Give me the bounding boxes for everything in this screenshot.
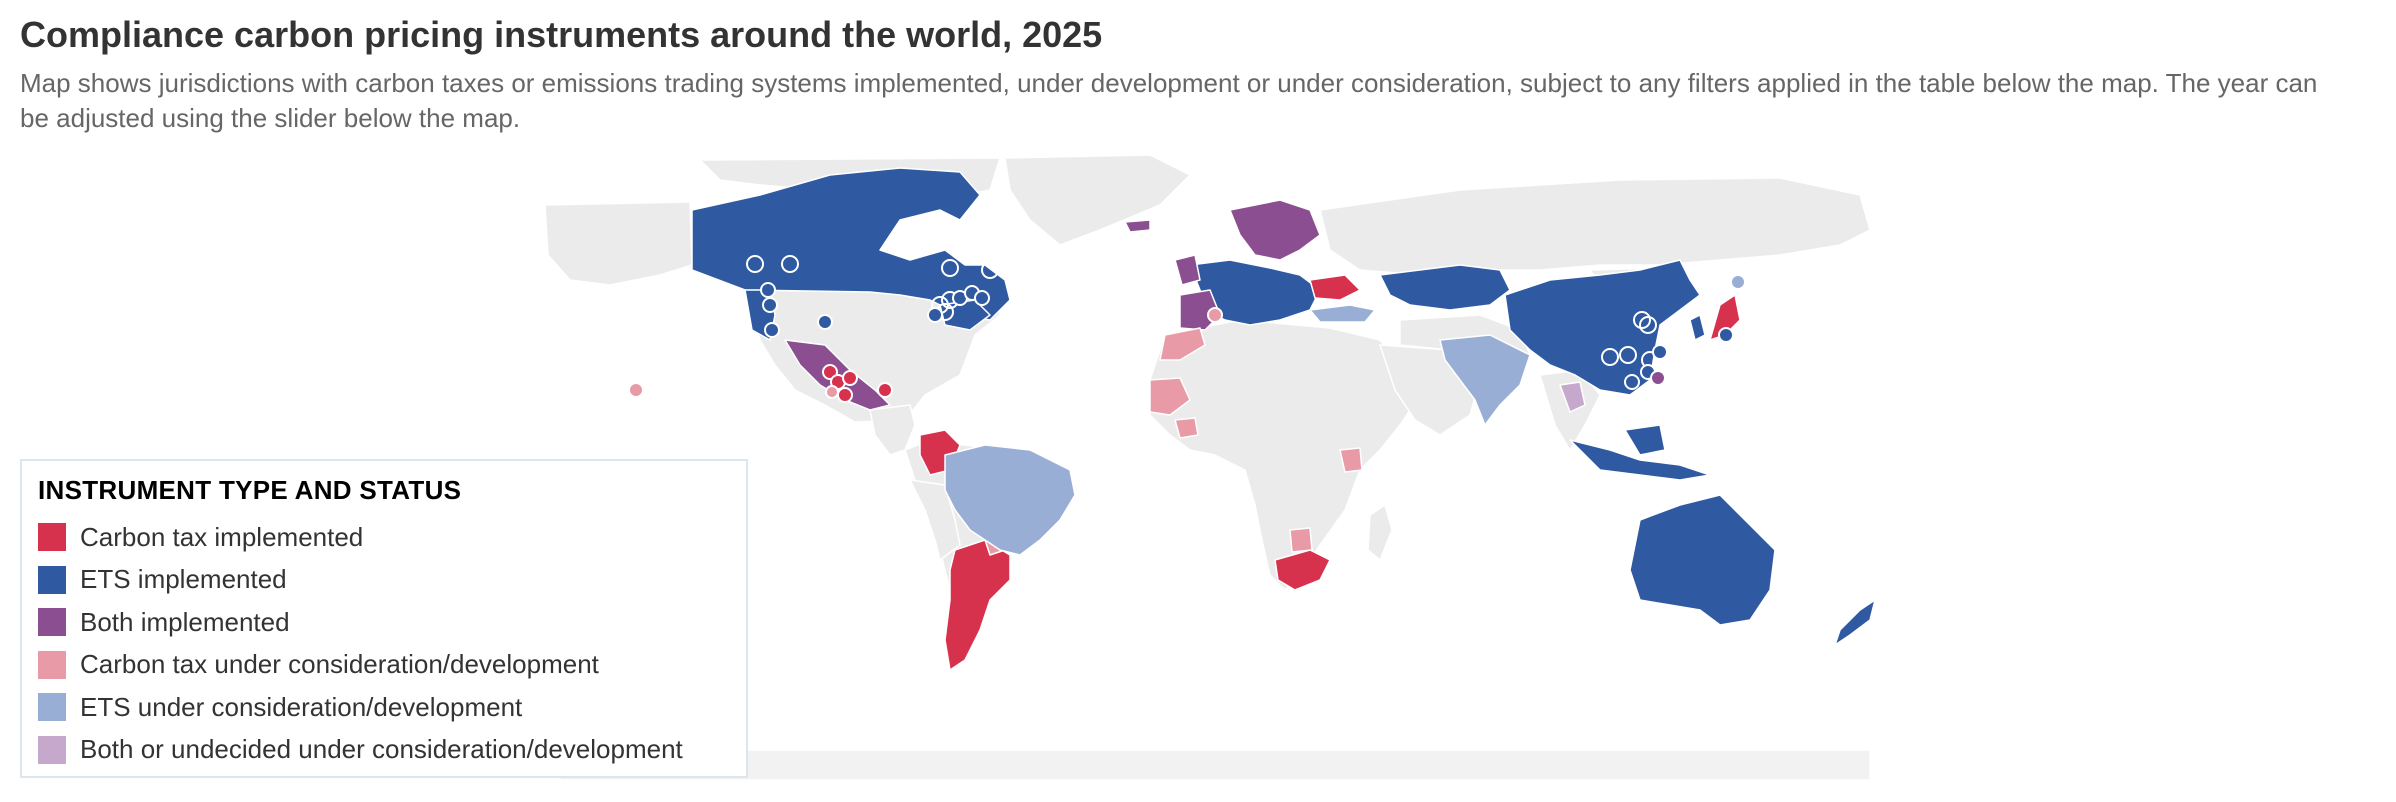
world-map[interactable]	[0, 150, 2396, 802]
region-china[interactable]	[1504, 259, 1701, 396]
legend-item-both-consideration[interactable]: Both or undecided under consideration/de…	[38, 729, 730, 772]
legend-swatch	[38, 693, 66, 722]
land-antarctica[interactable]	[559, 749, 1871, 781]
land-central-america[interactable]	[869, 404, 916, 456]
region-thailand-vietnam[interactable]	[1559, 381, 1586, 413]
marker-hawaii[interactable]	[628, 382, 644, 398]
legend-item-ets-implemented[interactable]: ETS implemented	[38, 559, 730, 602]
marker-eu-small[interactable]	[1207, 307, 1223, 323]
region-india[interactable]	[1439, 334, 1531, 426]
marker-cn-8[interactable]	[1624, 374, 1640, 390]
region-turkey[interactable]	[1309, 304, 1376, 323]
page-title: Compliance carbon pricing instruments ar…	[20, 14, 1103, 55]
marker-rggi-6[interactable]	[974, 290, 990, 306]
region-indonesia[interactable]	[1569, 439, 1711, 481]
marker-ca[interactable]	[764, 322, 780, 338]
marker-co[interactable]	[817, 314, 833, 330]
legend-label: ETS implemented	[80, 564, 287, 595]
marker-rggi-7[interactable]	[927, 307, 943, 323]
marker-tokyo[interactable]	[1718, 327, 1734, 343]
region-brazil[interactable]	[944, 444, 1076, 556]
land-greenland[interactable]	[1004, 154, 1191, 246]
legend: INSTRUMENT TYPE AND STATUS Carbon tax im…	[20, 459, 748, 778]
marker-cn-4[interactable]	[1619, 346, 1637, 364]
region-ukraine[interactable]	[1309, 274, 1361, 301]
legend-swatch	[38, 650, 66, 679]
legend-item-carbon-tax-consideration[interactable]: Carbon tax under consideration/developme…	[38, 644, 730, 687]
region-australia[interactable]	[1629, 494, 1776, 626]
legend-label: Both implemented	[80, 606, 290, 637]
region-morocco[interactable]	[1159, 327, 1206, 361]
region-philippines-borneo[interactable]	[1624, 424, 1666, 456]
region-botswana[interactable]	[1289, 527, 1313, 553]
region-kenya[interactable]	[1339, 447, 1363, 473]
region-scandinavia[interactable]	[1229, 199, 1321, 261]
legend-swatch	[38, 608, 66, 637]
marker-cn-9[interactable]	[1650, 370, 1666, 386]
legend-item-carbon-tax-implemented[interactable]: Carbon tax implemented	[38, 516, 730, 559]
legend-label: Carbon tax under consideration/developme…	[80, 649, 599, 680]
region-canada[interactable]	[691, 167, 1011, 321]
marker-cn-6[interactable]	[1652, 344, 1668, 360]
marker-wa[interactable]	[760, 282, 776, 298]
legend-label: Carbon tax implemented	[80, 521, 364, 552]
region-ghana[interactable]	[1174, 417, 1199, 439]
marker-mx-4[interactable]	[837, 387, 853, 403]
region-argentina-chile[interactable]	[944, 539, 1011, 671]
legend-title: INSTRUMENT TYPE AND STATUS	[38, 475, 462, 505]
legend-item-ets-consideration[interactable]: ETS under consideration/development	[38, 686, 730, 729]
marker-hokkaido[interactable]	[1730, 274, 1746, 290]
marker-mx-5[interactable]	[877, 382, 893, 398]
land-madagascar[interactable]	[1367, 504, 1393, 561]
region-iceland[interactable]	[1124, 219, 1151, 233]
legend-swatch	[38, 735, 66, 764]
legend-label: Both or undecided under consideration/de…	[80, 734, 683, 765]
legend-swatch	[38, 523, 66, 552]
region-kazakhstan[interactable]	[1379, 264, 1511, 311]
legend-item-both-implemented[interactable]: Both implemented	[38, 601, 730, 644]
page-subtitle: Map shows jurisdictions with carbon taxe…	[20, 68, 2318, 133]
marker-cn-3[interactable]	[1601, 348, 1619, 366]
legend-swatch	[38, 565, 66, 594]
marker-cn-2[interactable]	[1639, 316, 1657, 334]
region-new-zealand[interactable]	[1834, 599, 1876, 646]
region-korea[interactable]	[1689, 314, 1706, 341]
marker-quebec[interactable]	[981, 261, 999, 279]
marker-alberta[interactable]	[781, 255, 799, 273]
marker-ontario[interactable]	[941, 259, 959, 277]
marker-cn-1[interactable]	[1633, 311, 1651, 329]
marker-mx-3[interactable]	[842, 370, 858, 386]
land-russia[interactable]	[1319, 177, 1871, 276]
marker-mx-6[interactable]	[825, 385, 839, 399]
land-alaska[interactable]	[544, 201, 693, 286]
marker-bc[interactable]	[746, 255, 764, 273]
region-uk[interactable]	[1174, 254, 1201, 286]
region-west-africa[interactable]	[1149, 377, 1191, 416]
legend-label: ETS under consideration/development	[80, 691, 523, 722]
region-japan[interactable]	[1709, 294, 1741, 341]
marker-or[interactable]	[762, 297, 778, 313]
